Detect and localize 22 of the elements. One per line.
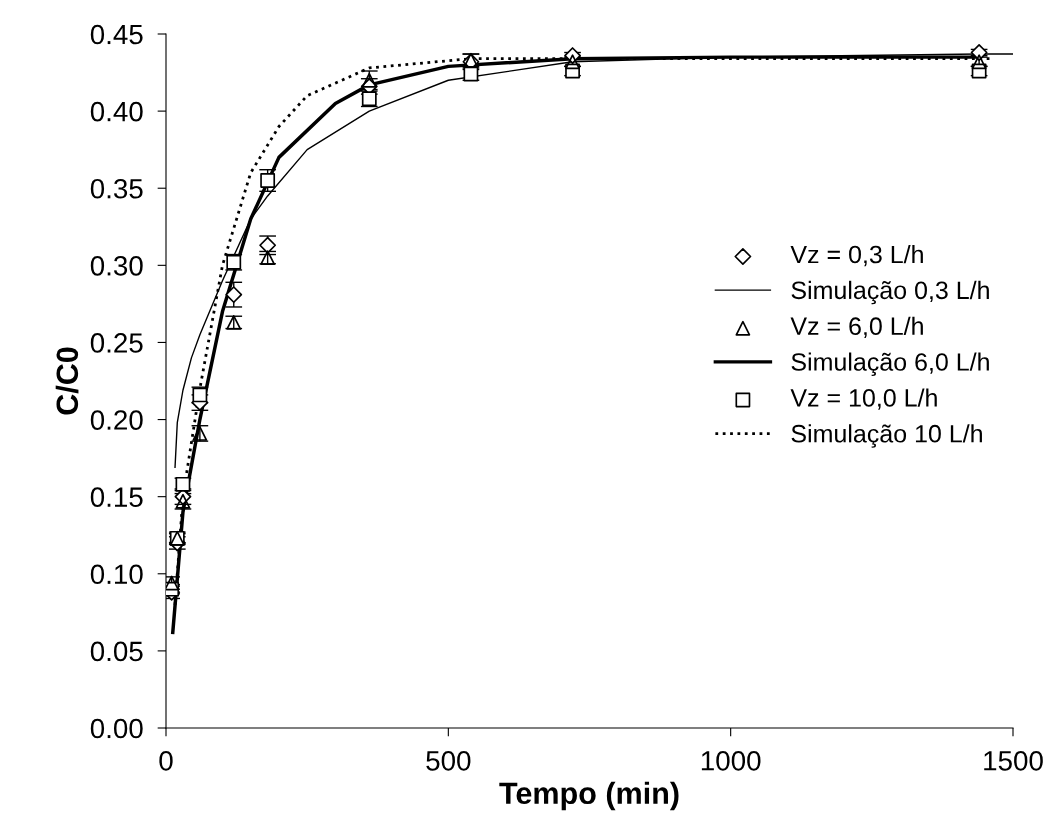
y-tick-label: 0.00	[90, 718, 143, 739]
y-tick-label: 0.05	[90, 641, 143, 662]
x-tick-label: 0	[159, 750, 173, 771]
legend-label: Simulação 6,0 L/h	[791, 352, 989, 376]
y-tick-label: 0.15	[90, 487, 143, 508]
x-axis-title: Tempo (min)	[499, 781, 679, 811]
y-tick-label: 0.40	[90, 101, 143, 122]
x-tick-label: 500	[426, 750, 471, 771]
y-tick-label: 0.45	[90, 24, 143, 45]
legend-label: Simulação 0,3 L/h	[791, 280, 989, 305]
legend-label: Vz = 10,0 L/h	[790, 388, 937, 410]
y-tick-label: 0.35	[90, 178, 143, 199]
x-tick-label: 1500	[984, 750, 1043, 771]
legend-label: Vz = 0,3 L/h	[790, 244, 923, 267]
y-tick-label: 0.30	[90, 256, 143, 276]
y-tick-label: 0.20	[90, 410, 143, 430]
y-tick-label: 0.25	[90, 333, 143, 353]
y-axis-title: C/C0	[55, 347, 79, 415]
y-tick-label: 0.10	[90, 564, 143, 585]
x-tick-label: 1000	[701, 750, 761, 771]
legend-label: Simulação 10 L/h	[791, 424, 982, 448]
legend-label: Vz = 6,0 L/h	[790, 316, 923, 339]
